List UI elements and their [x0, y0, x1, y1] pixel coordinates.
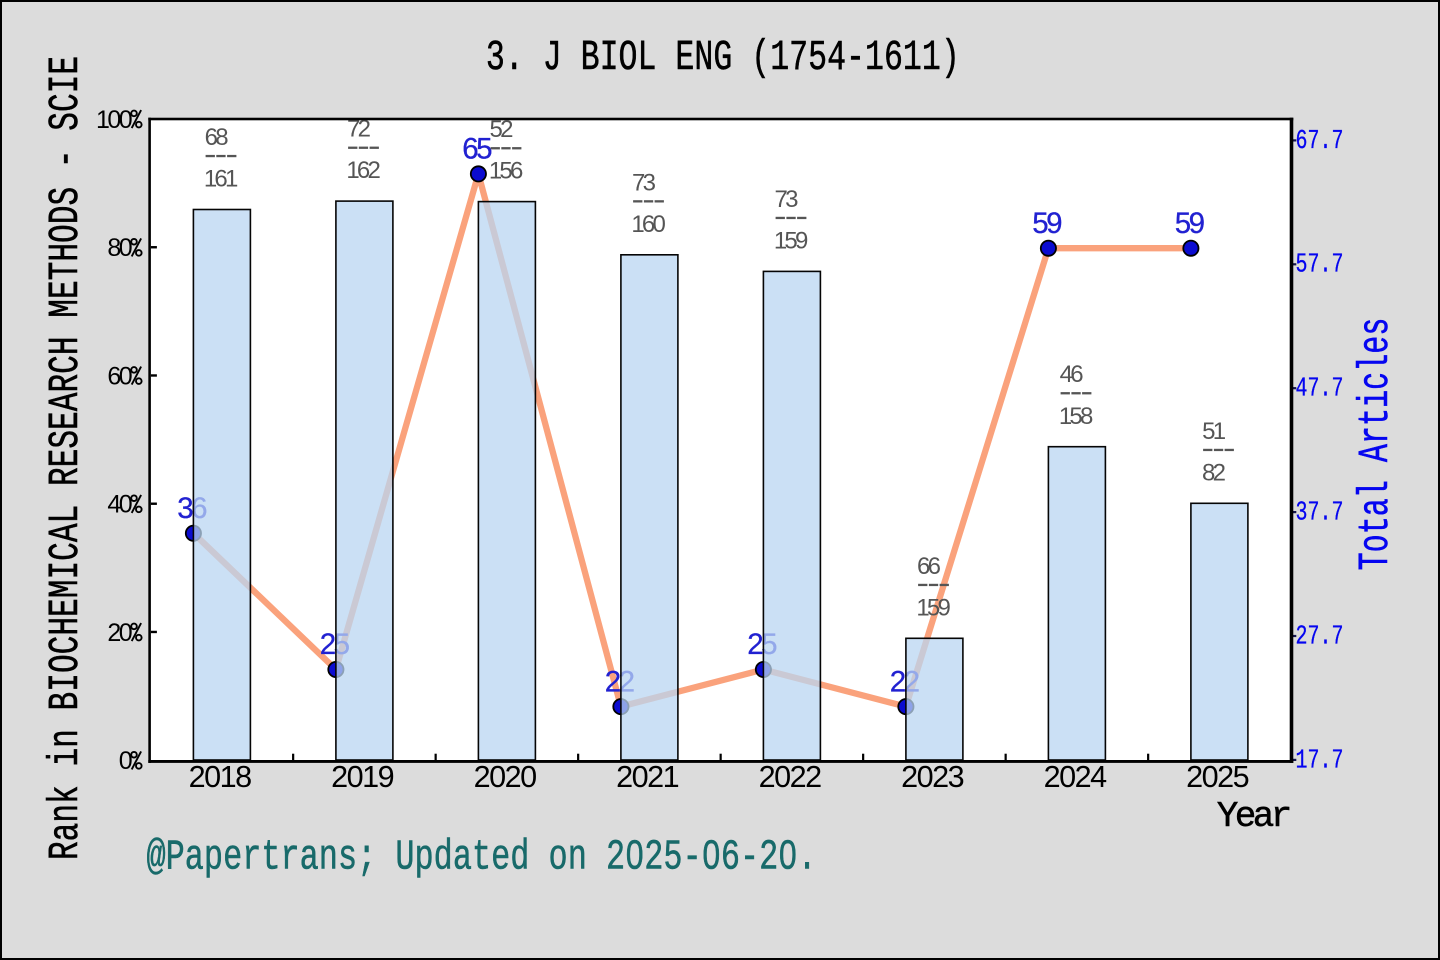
svg-text:66: 66 [917, 553, 941, 580]
svg-text:156: 156 [489, 158, 523, 185]
svg-text:80: 80 [107, 234, 131, 262]
svg-text:59: 59 [1175, 207, 1205, 240]
svg-text:37.7: 37.7 [1296, 498, 1344, 529]
svg-text:3. J BIOL ENG (1754-1611): 3. J BIOL ENG (1754-1611) [486, 35, 960, 83]
svg-text:161: 161 [204, 166, 238, 193]
svg-text:51: 51 [1202, 418, 1226, 445]
svg-text:40: 40 [107, 491, 131, 519]
svg-text:@Papertrans; Updated on 2025-0: @Papertrans; Updated on 2025-06-20. [147, 833, 817, 882]
svg-text:2020: 2020 [474, 760, 536, 794]
svg-text:27.7: 27.7 [1296, 622, 1344, 653]
svg-text:Year: Year [1217, 796, 1290, 837]
svg-text:57.7: 57.7 [1296, 250, 1344, 281]
svg-text:59: 59 [1032, 207, 1062, 240]
svg-text:100: 100 [96, 106, 132, 134]
svg-text:60: 60 [107, 362, 131, 390]
svg-text:47.7: 47.7 [1296, 374, 1344, 405]
svg-text:159: 159 [916, 594, 950, 621]
svg-text:2021: 2021 [616, 760, 678, 794]
svg-text:65: 65 [462, 133, 492, 166]
svg-text:82: 82 [1202, 459, 1226, 486]
svg-text:73: 73 [632, 169, 656, 196]
svg-text:159: 159 [774, 228, 808, 255]
svg-text:2023: 2023 [901, 760, 963, 794]
svg-text:73: 73 [775, 186, 799, 213]
svg-text:2025: 2025 [1186, 760, 1248, 794]
svg-text:67.7: 67.7 [1296, 126, 1344, 157]
svg-text:20: 20 [107, 619, 131, 647]
svg-text:68: 68 [205, 124, 229, 151]
svg-text:2018: 2018 [189, 760, 251, 794]
svg-text:Total Articles: Total Articles [1352, 318, 1401, 571]
svg-text:158: 158 [1059, 403, 1093, 430]
svg-text:2024: 2024 [1044, 760, 1107, 794]
svg-text:17.7: 17.7 [1296, 746, 1344, 777]
svg-text:Rank in BIOCHEMICAL RESEARCH M: Rank in BIOCHEMICAL RESEARCH METHODS - S… [43, 56, 91, 860]
svg-text:160: 160 [631, 211, 665, 238]
svg-text:162: 162 [346, 157, 380, 184]
svg-text:2022: 2022 [759, 760, 821, 794]
svg-text:0: 0 [119, 747, 132, 775]
svg-text:46: 46 [1060, 361, 1084, 388]
svg-text:2019: 2019 [331, 760, 393, 794]
